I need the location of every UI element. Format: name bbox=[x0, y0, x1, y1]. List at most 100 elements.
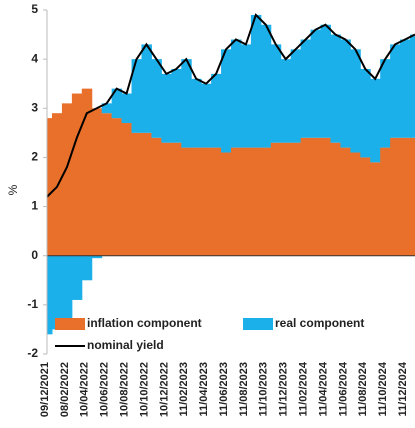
area-segment bbox=[121, 123, 133, 256]
area-segment bbox=[141, 44, 152, 133]
x-tick-label: 08/02/2022 bbox=[59, 362, 71, 417]
area-segment bbox=[221, 49, 232, 153]
area-segment bbox=[47, 255, 53, 335]
area-segment bbox=[231, 39, 242, 148]
x-tick-label: 09/12/2021 bbox=[39, 362, 51, 417]
legend-label: inflation component bbox=[87, 316, 202, 330]
area-segment bbox=[280, 59, 292, 143]
area-segment bbox=[330, 34, 341, 143]
area-segment bbox=[191, 147, 202, 256]
area-segment bbox=[270, 44, 282, 143]
area-segment bbox=[360, 157, 371, 256]
y-tick-label: -2 bbox=[27, 346, 38, 360]
x-tick-label: 10/12/2022 bbox=[158, 362, 170, 417]
area-segment bbox=[91, 108, 103, 256]
x-tick-label: 10/08/2022 bbox=[118, 362, 130, 417]
y-axis-label: % bbox=[6, 184, 20, 195]
area-segment bbox=[240, 44, 252, 148]
area-segment bbox=[161, 142, 172, 256]
area-segment bbox=[310, 137, 322, 256]
area-segment bbox=[141, 132, 152, 256]
area-segment bbox=[231, 147, 242, 256]
y-tick-label: 0 bbox=[31, 248, 38, 262]
area-segment bbox=[91, 255, 103, 259]
area-segment bbox=[181, 147, 192, 256]
area-segment bbox=[240, 147, 252, 256]
area-segment bbox=[370, 162, 381, 256]
area-segment bbox=[300, 39, 312, 138]
legend-label: nominal yield bbox=[87, 338, 164, 352]
y-tick-label: 4 bbox=[31, 51, 38, 65]
x-tick-label: 11/12/2023 bbox=[278, 362, 290, 416]
area-segment bbox=[400, 137, 411, 256]
area-segment bbox=[260, 147, 272, 256]
area-segment bbox=[201, 147, 212, 256]
area-segment bbox=[260, 24, 272, 148]
area-segment bbox=[410, 34, 415, 138]
area-segment bbox=[111, 118, 123, 256]
area-segment bbox=[250, 147, 262, 256]
area-segment bbox=[360, 68, 371, 158]
area-segment bbox=[350, 49, 361, 153]
area-segment bbox=[81, 255, 93, 281]
area-segment bbox=[320, 137, 331, 256]
area-segment bbox=[101, 113, 113, 256]
area-segment bbox=[61, 255, 73, 320]
area-segment bbox=[71, 255, 83, 300]
area-segment bbox=[71, 93, 83, 256]
area-segment bbox=[410, 137, 415, 256]
y-tick-label: 1 bbox=[31, 199, 38, 213]
x-tick-label: 10/10/2022 bbox=[138, 362, 150, 417]
area-segment bbox=[201, 83, 212, 148]
area-segment bbox=[370, 78, 381, 163]
area-segment bbox=[111, 88, 123, 119]
area-segment bbox=[350, 152, 361, 256]
area-segment bbox=[47, 118, 53, 256]
area-segment bbox=[221, 152, 232, 256]
x-tick-label: 11/02/2023 bbox=[178, 362, 190, 416]
y-tick-label: 3 bbox=[31, 100, 38, 114]
area-segment bbox=[51, 255, 63, 330]
area-segment bbox=[310, 29, 322, 138]
area-segment bbox=[340, 147, 351, 256]
area-segment bbox=[151, 59, 162, 138]
y-tick-label: -1 bbox=[27, 297, 38, 311]
x-tick-label: 11/06/2024 bbox=[337, 361, 349, 416]
area-segment bbox=[211, 73, 222, 148]
area-segment bbox=[290, 49, 302, 143]
x-tick-label: 11/04/2024 bbox=[317, 361, 329, 416]
line bbox=[46, 13, 415, 198]
area-segment bbox=[330, 142, 341, 256]
x-tick-label: 11/02/2024 bbox=[298, 361, 310, 416]
x-tick-label: 10/04/2022 bbox=[79, 362, 91, 417]
area-segment bbox=[181, 59, 192, 148]
area-segment bbox=[380, 59, 391, 148]
x-tick-label: 11/04/2023 bbox=[198, 362, 210, 416]
y-tick-label: 2 bbox=[31, 150, 38, 164]
x-tick-label: 11/08/2023 bbox=[238, 362, 250, 416]
area-segment bbox=[171, 142, 182, 256]
x-tick-label: 11/06/2023 bbox=[218, 362, 230, 416]
legend-swatch bbox=[55, 318, 85, 330]
area-segment bbox=[211, 147, 222, 256]
area-segment bbox=[81, 88, 93, 256]
area-segment bbox=[250, 14, 262, 148]
x-tick-label: 10/06/2022 bbox=[99, 362, 111, 417]
area-segment bbox=[131, 132, 142, 256]
area-segment bbox=[280, 142, 292, 256]
area-segment bbox=[131, 59, 142, 133]
area-segment bbox=[270, 142, 282, 256]
legend-label: real component bbox=[275, 316, 364, 330]
area-segment bbox=[340, 39, 351, 148]
area-segment bbox=[390, 137, 401, 256]
x-tick-label: 11/10/2024 bbox=[377, 361, 389, 416]
area-segment bbox=[191, 78, 202, 148]
area-segment bbox=[380, 147, 391, 256]
legend-swatch bbox=[243, 318, 273, 330]
area-segment bbox=[390, 44, 401, 138]
area-segment bbox=[290, 142, 302, 256]
area-segment bbox=[400, 39, 411, 138]
x-tick-label: 11/10/2023 bbox=[258, 362, 270, 416]
x-tick-label: 11/08/2024 bbox=[357, 361, 369, 416]
